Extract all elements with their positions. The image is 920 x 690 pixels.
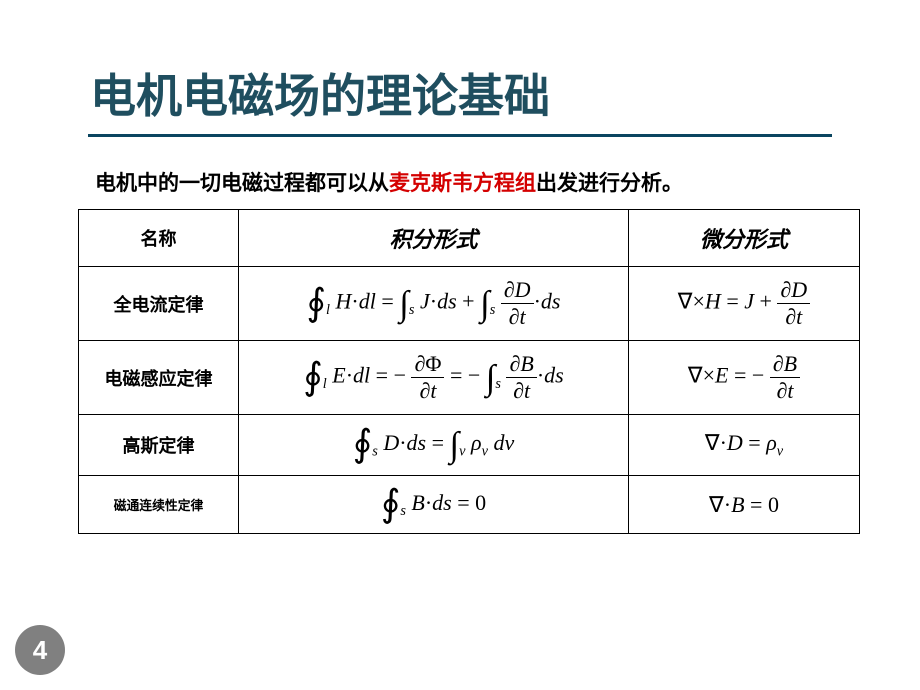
integral-formula: ∮l E·dl = − ∂Φ∂t = − ∫s ∂B∂t·ds bbox=[239, 341, 629, 415]
table-row: 高斯定律 ∮s D·ds = ∫v ρv dv ∇·D = ρv bbox=[79, 415, 860, 476]
page-number-badge: 4 bbox=[15, 625, 65, 675]
header-differential: 微分形式 bbox=[629, 210, 860, 267]
law-name: 全电流定律 bbox=[79, 267, 239, 341]
table-row: 磁通连续性定律 ∮s B·ds = 0 ∇·B = 0 bbox=[79, 476, 860, 534]
maxwell-table: 名称 积分形式 微分形式 全电流定律 ∮l H·dl = ∫s J·ds + ∫… bbox=[78, 209, 860, 534]
law-name: 高斯定律 bbox=[79, 415, 239, 476]
table-row: 全电流定律 ∮l H·dl = ∫s J·ds + ∫s ∂D∂t·ds ∇×H… bbox=[79, 267, 860, 341]
intro-prefix: 电机中的一切电磁过程都可以从 bbox=[95, 171, 389, 195]
integral-formula: ∮s B·ds = 0 bbox=[239, 476, 629, 534]
table-row: 电磁感应定律 ∮l E·dl = − ∂Φ∂t = − ∫s ∂B∂t·ds ∇… bbox=[79, 341, 860, 415]
integral-formula: ∮l H·dl = ∫s J·ds + ∫s ∂D∂t·ds bbox=[239, 267, 629, 341]
differential-formula: ∇×H = J + ∂D∂t bbox=[629, 267, 860, 341]
intro-line: 电机中的一切电磁过程都可以从麦克斯韦方程组出发进行分析。 bbox=[0, 137, 920, 197]
integral-formula: ∮s D·ds = ∫v ρv dv bbox=[239, 415, 629, 476]
law-name: 磁通连续性定律 bbox=[79, 476, 239, 534]
differential-formula: ∇·D = ρv bbox=[629, 415, 860, 476]
page-number: 4 bbox=[33, 635, 47, 666]
differential-formula: ∇·B = 0 bbox=[629, 476, 860, 534]
intro-highlight: 麦克斯韦方程组 bbox=[389, 171, 536, 195]
law-name: 电磁感应定律 bbox=[79, 341, 239, 415]
differential-formula: ∇×E = − ∂B∂t bbox=[629, 341, 860, 415]
header-name: 名称 bbox=[79, 210, 239, 267]
table-header-row: 名称 积分形式 微分形式 bbox=[79, 210, 860, 267]
intro-suffix: 出发进行分析。 bbox=[536, 171, 683, 195]
page-title: 电机电磁场的理论基础 bbox=[90, 60, 920, 126]
header-integral: 积分形式 bbox=[239, 210, 629, 267]
